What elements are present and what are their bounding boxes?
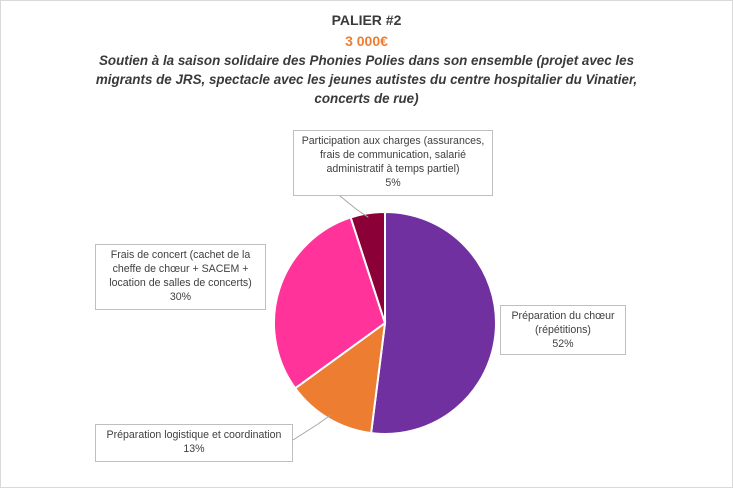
slice-label-value: 5% xyxy=(385,177,401,189)
leader-line-logistique xyxy=(292,414,331,441)
slice-label-charges: Participation aux charges (assurances, f… xyxy=(293,130,493,196)
leader-line-charges xyxy=(339,195,369,218)
slice-label-text: Préparation du chœur (répétitions) xyxy=(511,310,615,336)
slice-logistique xyxy=(293,320,387,435)
slice-label-frais-concert: Frais de concert (cachet de la cheffe de… xyxy=(95,244,266,310)
chart-amount: 3 000€ xyxy=(345,33,388,49)
slice-label-text: Préparation logistique et coordination xyxy=(106,429,282,441)
slice-label-preparation-choeur: Préparation du chœur (répétitions) 52% xyxy=(500,305,626,355)
slice-label-value: 13% xyxy=(183,443,205,455)
slice-label-text: Participation aux charges (assurances, f… xyxy=(301,135,485,175)
chart-title: PALIER #2 xyxy=(331,12,402,28)
slice-label-text: Frais de concert (cachet de la cheffe de… xyxy=(109,249,252,289)
slice-preparation-choeur xyxy=(369,210,497,435)
slice-charges xyxy=(349,210,386,324)
slice-label-logistique: Préparation logistique et coordination 1… xyxy=(95,424,293,462)
chart-subtitle: Soutien à la saison solidaire des Phonie… xyxy=(95,53,638,106)
slice-label-value: 52% xyxy=(552,338,574,350)
slice-label-value: 30% xyxy=(169,291,192,303)
slice-frais-concert xyxy=(273,216,387,390)
